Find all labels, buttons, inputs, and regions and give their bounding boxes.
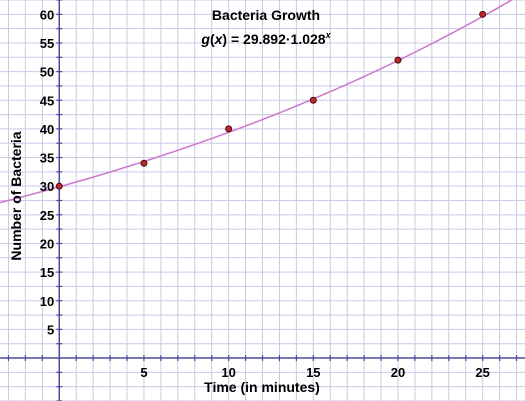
y-tick-label: 30 [40, 179, 54, 194]
subtitle-close-paren: ) [222, 31, 227, 47]
x-tick-label: 5 [140, 365, 147, 380]
y-tick-label: 5 [47, 322, 54, 337]
subtitle-exponent: x [325, 30, 332, 40]
x-tick-label: 15 [306, 365, 320, 380]
y-tick-label: 60 [40, 7, 54, 22]
data-point [479, 10, 487, 18]
x-axis-label: Time (in minutes) [204, 379, 320, 395]
y-tick-label: 25 [40, 208, 54, 223]
y-tick-label: 50 [40, 65, 54, 80]
subtitle-fn: g [200, 31, 210, 47]
subtitle-var: x [214, 31, 224, 47]
y-tick-label: 55 [40, 36, 54, 51]
y-tick-label: 15 [40, 265, 54, 280]
curve-layer [0, 0, 514, 204]
y-tick-label: 40 [40, 122, 54, 137]
subtitle-open-paren: ( [210, 31, 215, 47]
data-point [225, 125, 233, 133]
subtitle-equation: = 29.892·1.028 [227, 31, 326, 47]
x-tick-label: 25 [475, 365, 489, 380]
y-axis-label: Number of Bacteria [8, 131, 24, 260]
x-tick-label: 20 [391, 365, 405, 380]
y-tick-label: 20 [40, 236, 54, 251]
data-point [309, 96, 317, 104]
points-layer [55, 10, 487, 190]
chart-title: Bacteria Growth [212, 7, 320, 23]
data-point [55, 182, 63, 190]
labels-layer: 5 10 15 20 25 5 10 15 20 25 30 35 40 45 50 55 60 [40, 7, 490, 380]
chart-subtitle: g(x) = 29.892·1.028x [200, 30, 331, 47]
y-tick-label: 10 [40, 294, 54, 309]
curve-line [0, 0, 514, 204]
y-tick-label: 45 [40, 93, 54, 108]
x-tick-label: 10 [221, 365, 235, 380]
y-tick-label: 35 [40, 151, 54, 166]
data-point [140, 159, 148, 167]
data-point [394, 56, 402, 64]
